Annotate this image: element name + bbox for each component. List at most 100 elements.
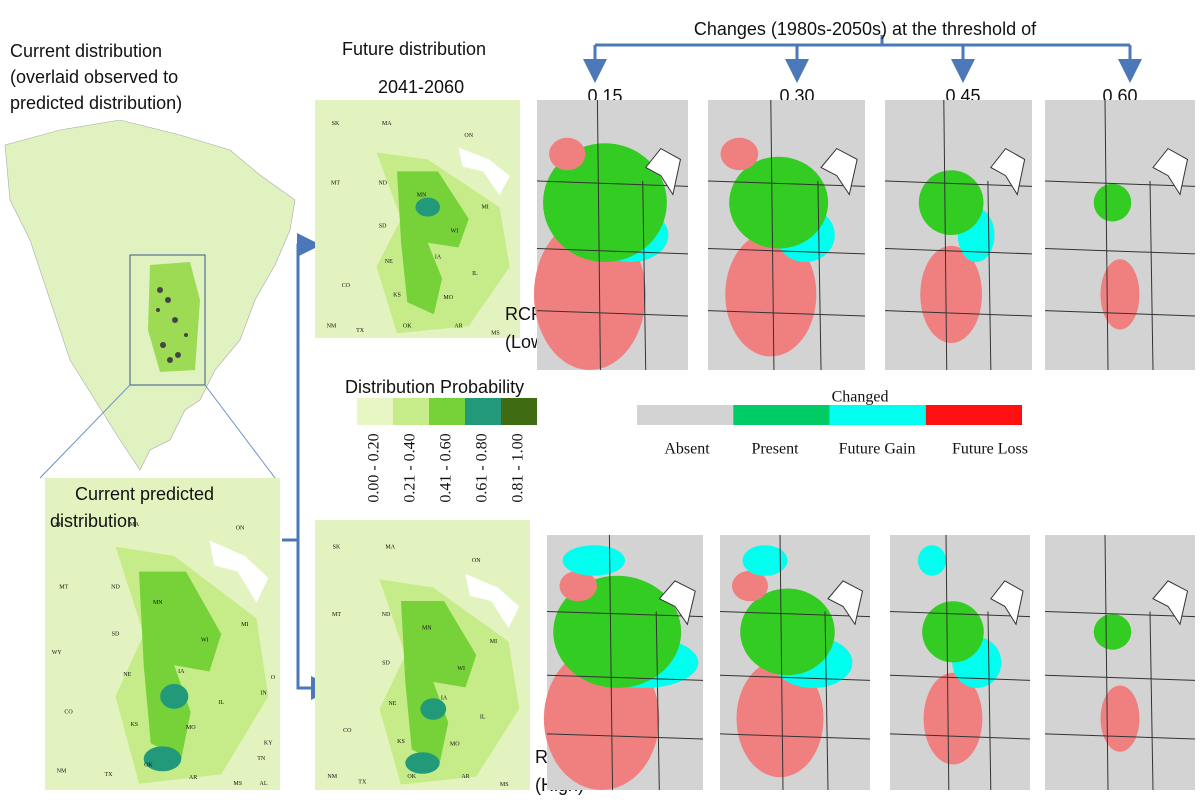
state-label: MA	[385, 544, 395, 550]
legend-label: Absent	[664, 441, 710, 458]
lake	[1152, 580, 1189, 626]
legend-title: Changed	[832, 389, 889, 406]
state-label: ND	[382, 612, 391, 618]
state-label: WI	[201, 638, 209, 644]
probability-map: SK MA ON MT ND MN MI SD WI WY IA NE IL IN O CO KS MO KY TN N…	[45, 478, 280, 790]
state-label: MA	[129, 522, 139, 528]
lake	[458, 147, 510, 196]
lake	[827, 580, 864, 626]
legend-swatch	[429, 398, 465, 425]
state-label: KY	[264, 741, 273, 747]
state-label: MO	[186, 725, 196, 731]
legend-label: Future Loss	[952, 441, 1028, 458]
state-label: SK	[333, 544, 341, 550]
loss-region	[732, 570, 768, 602]
legend-swatch	[357, 398, 393, 425]
state-label: MT	[331, 181, 340, 187]
map-region	[160, 683, 189, 709]
state-label: ND	[111, 585, 120, 591]
state-label: MI	[490, 639, 497, 645]
lake	[209, 540, 269, 603]
map-region	[415, 197, 441, 217]
state-label: AL	[260, 781, 268, 787]
title-line: Current distribution	[10, 41, 162, 61]
state-label: CO	[342, 283, 351, 289]
state-lines	[884, 99, 1033, 371]
state-label: MO	[450, 741, 460, 747]
state-label: IA	[441, 696, 448, 702]
bracket	[583, 35, 1142, 83]
state-label: OK	[144, 762, 153, 768]
future-period: 2041-2060	[378, 77, 464, 97]
state-label: MN	[422, 625, 432, 631]
state-label: MT	[332, 612, 341, 618]
map-region	[405, 752, 440, 774]
legend-swatch	[637, 405, 734, 425]
north-america-map	[4, 119, 296, 479]
loss-region	[559, 570, 597, 602]
state-label: OK	[407, 774, 416, 780]
state-label: KS	[130, 722, 138, 728]
loss-region	[923, 672, 983, 765]
state-label: CO	[64, 709, 73, 715]
state-label: TX	[104, 772, 113, 778]
state-label: WI	[457, 666, 465, 672]
change-map	[889, 534, 1031, 791]
state-label: MS	[500, 782, 509, 788]
state-label: WY	[52, 650, 63, 656]
legend-swatch	[393, 398, 429, 425]
state-label: TX	[356, 328, 365, 334]
map-region	[401, 601, 477, 763]
map-title: Current predicted	[75, 484, 214, 504]
state-label: MN	[153, 600, 163, 606]
state-label: O	[271, 675, 276, 681]
state-label: OK	[403, 323, 412, 329]
lake	[658, 580, 696, 626]
state-label: SK	[332, 121, 340, 127]
loss-region	[920, 245, 983, 343]
present-region	[740, 588, 835, 676]
state-label: MS	[491, 331, 500, 337]
state-label: ND	[378, 181, 387, 187]
state-label: NE	[385, 259, 393, 265]
legend-swatch	[733, 405, 830, 425]
loss-region	[720, 137, 759, 171]
probability-map: SK MA ON MT ND MN MI SD WI NE IA IL CO KS MO NM TX OK AR MS	[315, 520, 530, 790]
state-label: KS	[393, 293, 401, 299]
title-line: predicted distribution)	[10, 93, 182, 113]
state-label: AR	[189, 775, 197, 781]
state-label: AR	[461, 774, 469, 780]
present-region	[918, 170, 984, 236]
state-label: IA	[435, 254, 442, 260]
present-region	[1093, 183, 1132, 222]
gain-region	[918, 545, 946, 576]
state-lines	[536, 99, 689, 371]
state-lines	[1044, 99, 1196, 371]
map-region	[420, 698, 447, 720]
state-label: ON	[472, 558, 481, 564]
present-region	[922, 601, 984, 663]
state-label: MI	[481, 204, 488, 210]
loss-region	[1100, 259, 1140, 330]
state-label: WI	[451, 228, 459, 234]
map-region	[139, 571, 222, 759]
arrow	[282, 233, 321, 542]
state-label: CO	[343, 728, 352, 734]
change-map	[719, 534, 871, 791]
state-label: SD	[112, 631, 120, 637]
legend-label: 0.61 - 0.80	[474, 433, 491, 502]
legend-label: 0.21 - 0.40	[402, 433, 419, 502]
lake	[820, 147, 858, 196]
lake	[990, 580, 1024, 626]
present-region	[553, 575, 682, 689]
legend-swatch	[501, 398, 537, 425]
map-background	[1045, 535, 1195, 790]
state-lines	[889, 534, 1031, 791]
map-region	[397, 171, 469, 315]
state-label: IN	[260, 691, 267, 697]
future-title: Future distribution	[342, 39, 486, 59]
change-map	[884, 99, 1033, 371]
lake	[1152, 147, 1189, 196]
state-label: ON	[464, 133, 473, 139]
